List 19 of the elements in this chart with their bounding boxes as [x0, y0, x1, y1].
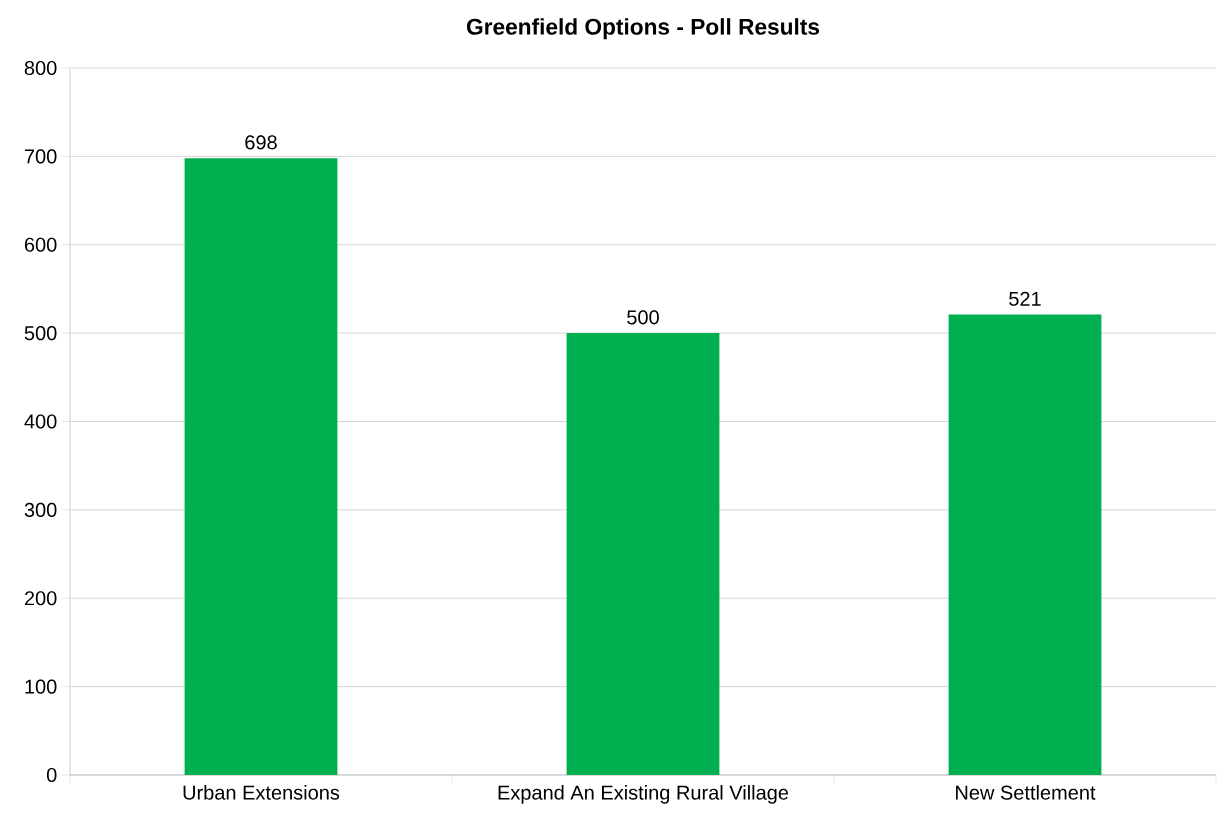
- y-tick-label: 600: [24, 237, 57, 252]
- data-label: 698: [245, 135, 277, 150]
- x-tick-label: Urban Extensions: [183, 785, 340, 800]
- y-tick-label: 500: [24, 326, 57, 341]
- bar: [948, 314, 1102, 775]
- y-tick-label: 100: [25, 679, 57, 694]
- y-tick-label: 200: [24, 591, 57, 606]
- y-tick-label: 300: [24, 502, 57, 517]
- y-tick-label: 800: [24, 60, 57, 76]
- y-tick-label: 400: [24, 414, 57, 429]
- x-tick-label: New Settlement: [956, 785, 1096, 800]
- chart-title: Greenfield Options - Poll Results: [466, 18, 820, 40]
- data-label: 521: [1009, 291, 1041, 306]
- data-label: 500: [627, 310, 659, 325]
- bar: [566, 333, 720, 775]
- bar: [184, 158, 338, 775]
- x-tick-label: Expand An Existing Rural Village: [498, 785, 789, 804]
- y-tick-label: 700: [24, 149, 57, 164]
- y-tick-label: 0: [46, 767, 57, 783]
